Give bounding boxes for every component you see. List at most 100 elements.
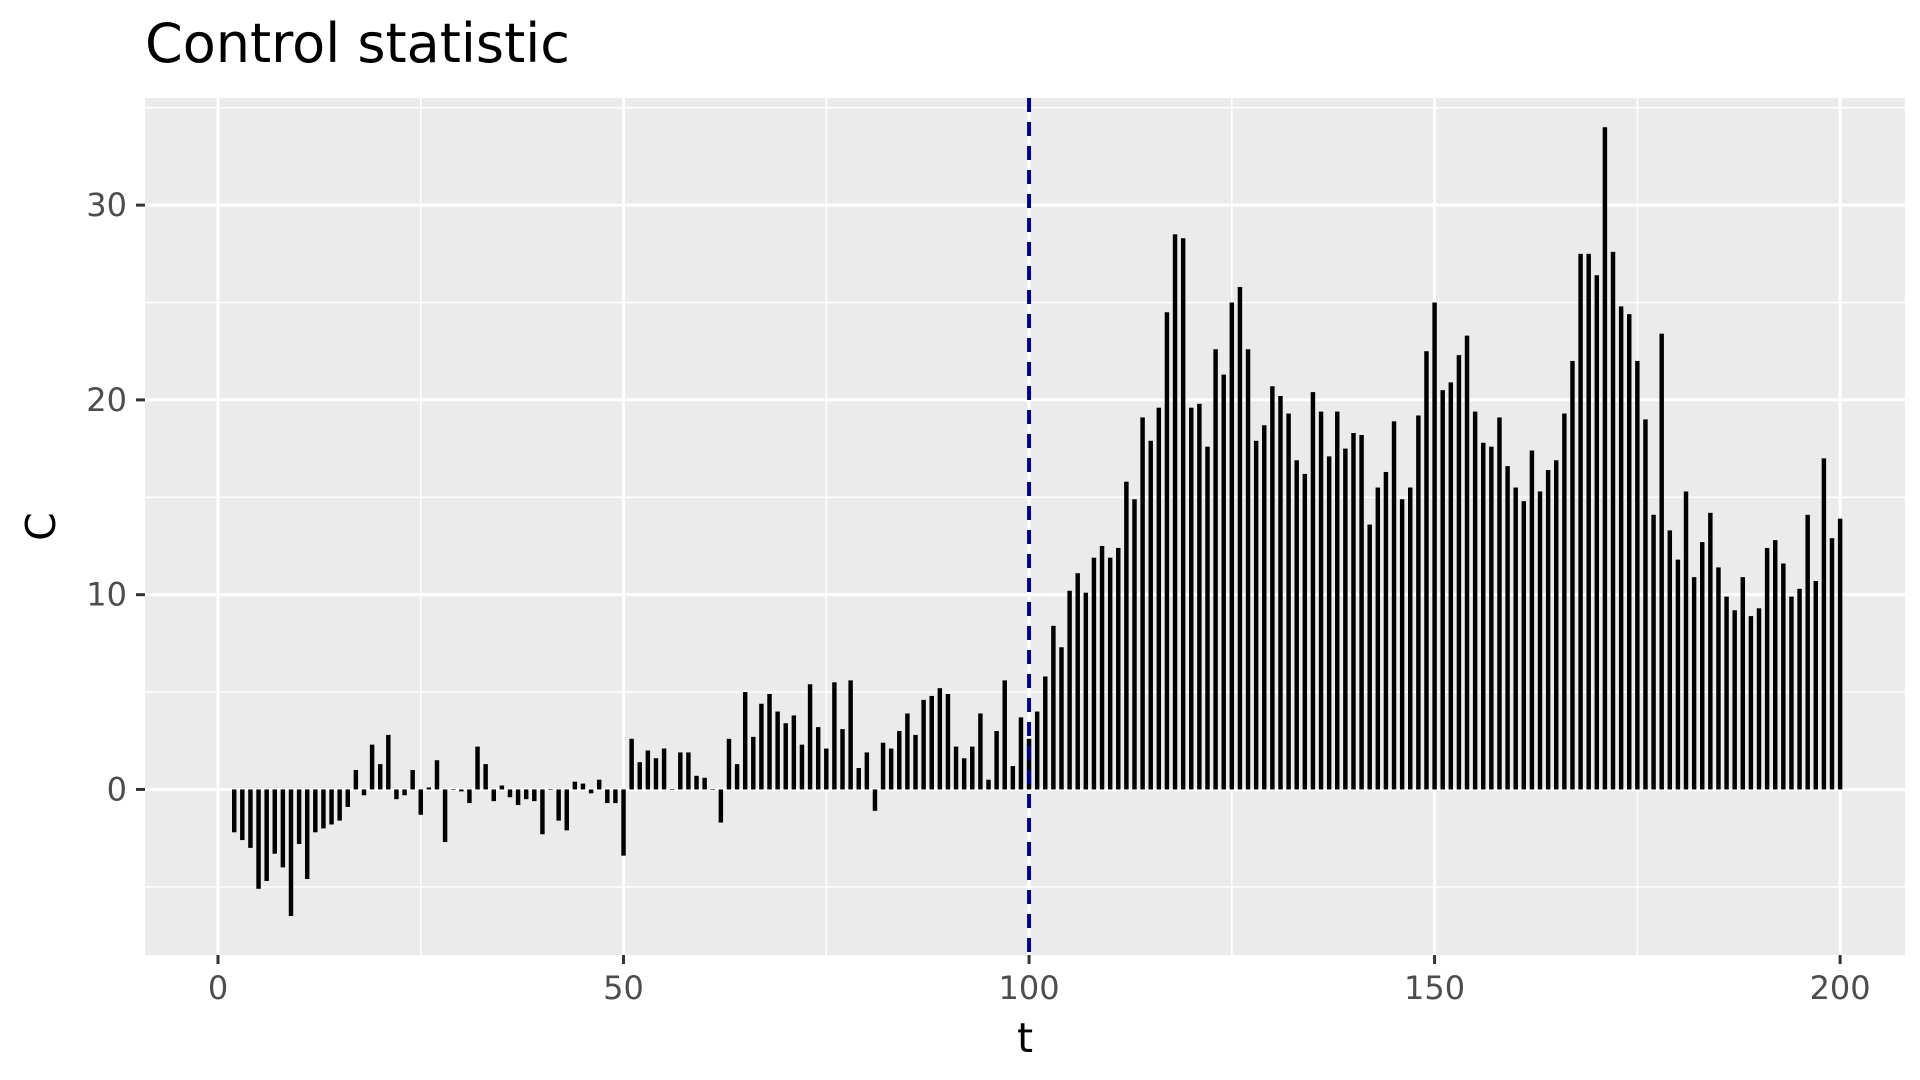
- x-tick-label: 0: [208, 969, 228, 1007]
- bar: [921, 699, 926, 790]
- bar: [1091, 557, 1097, 790]
- bar: [483, 764, 488, 790]
- bar: [1732, 610, 1737, 790]
- bar: [1821, 458, 1827, 790]
- bar: [1675, 559, 1681, 790]
- bar: [394, 789, 399, 800]
- bar: [248, 789, 253, 848]
- bar: [1635, 360, 1640, 790]
- bar: [1416, 415, 1421, 790]
- bar: [1010, 766, 1016, 790]
- bar: [1075, 573, 1080, 790]
- x-tick-label: 50: [603, 969, 644, 1007]
- bar: [1026, 738, 1032, 790]
- bar: [742, 692, 748, 790]
- bar: [970, 746, 975, 790]
- bar: [337, 789, 342, 821]
- bar: [1448, 382, 1454, 790]
- bar: [475, 746, 480, 790]
- bar: [856, 768, 861, 790]
- bar: [1359, 434, 1364, 790]
- bar: [1262, 425, 1267, 790]
- bar: [1197, 403, 1202, 790]
- bar: [880, 742, 886, 790]
- bar: [1335, 411, 1340, 790]
- bar: [1205, 446, 1210, 790]
- bar: [1602, 127, 1608, 790]
- bar: [1691, 577, 1697, 790]
- bar: [467, 789, 472, 804]
- bar: [313, 789, 318, 833]
- bar: [669, 789, 675, 791]
- plot-panel: [145, 98, 1905, 955]
- bar: [588, 789, 594, 794]
- bar: [523, 789, 529, 800]
- bar: [1667, 530, 1673, 790]
- bar: [1148, 440, 1153, 790]
- bar: [1570, 360, 1575, 790]
- bar: [1756, 608, 1762, 790]
- x-tick-label: 200: [1810, 969, 1871, 1007]
- bar: [1578, 253, 1583, 790]
- bar: [621, 789, 626, 856]
- bar: [913, 734, 918, 790]
- x-tick-label: 100: [999, 969, 1060, 1007]
- bar: [1383, 471, 1389, 790]
- bar: [1326, 456, 1332, 790]
- bar: [1683, 491, 1689, 790]
- chart-title: Control statistic: [145, 12, 570, 75]
- bar: [848, 680, 853, 790]
- bar: [321, 789, 326, 829]
- bar: [994, 731, 999, 790]
- bar: [572, 781, 578, 790]
- bar: [361, 789, 367, 796]
- bar: [499, 785, 505, 790]
- bar: [231, 789, 237, 833]
- bar: [369, 744, 375, 790]
- bar: [329, 789, 334, 825]
- bar: [1124, 481, 1129, 790]
- bar: [532, 789, 537, 802]
- bar: [1083, 592, 1089, 790]
- bar: [767, 694, 772, 790]
- bar: [450, 789, 456, 791]
- bar: [1156, 407, 1162, 790]
- bar: [1708, 512, 1713, 790]
- bar: [815, 727, 821, 790]
- bar: [751, 736, 756, 790]
- bar: [1489, 446, 1494, 790]
- bar: [1472, 411, 1478, 790]
- bar: [1140, 417, 1145, 790]
- bar: [1505, 466, 1510, 790]
- bar: [507, 789, 513, 798]
- bar: [783, 723, 788, 790]
- bar: [1099, 545, 1105, 790]
- bar: [1829, 538, 1835, 790]
- bar: [661, 748, 667, 790]
- bar: [775, 711, 780, 790]
- bar: [1716, 567, 1721, 790]
- bar: [718, 789, 724, 823]
- bar: [1270, 386, 1275, 790]
- bar: [1748, 616, 1754, 790]
- bar: [1213, 349, 1218, 790]
- bar: [1051, 625, 1056, 790]
- bar: [953, 746, 959, 790]
- bar: [1594, 275, 1600, 790]
- bar: [1059, 647, 1064, 790]
- bar: [1740, 577, 1746, 790]
- bar: [678, 752, 683, 790]
- bar: [1618, 306, 1624, 790]
- bar: [694, 775, 699, 790]
- bar: [637, 762, 642, 790]
- bar: [1659, 333, 1664, 790]
- bar: [1034, 711, 1040, 790]
- bar: [1481, 442, 1486, 790]
- bar: [1610, 251, 1616, 790]
- x-axis-ticks: 0 50 100 150 200: [208, 955, 1871, 1007]
- bar: [296, 789, 302, 844]
- bar: [1245, 349, 1251, 790]
- bar: [1043, 676, 1048, 790]
- bar: [1116, 547, 1121, 790]
- bar: [1351, 433, 1356, 790]
